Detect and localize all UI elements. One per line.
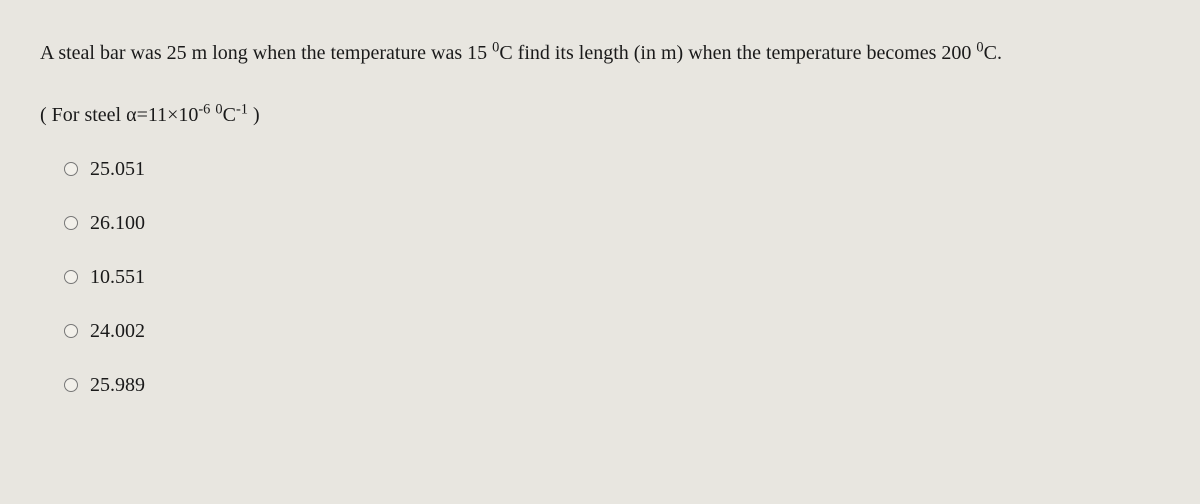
option-label: 10.551 xyxy=(90,264,145,290)
degree-sup-2: 0 xyxy=(976,39,983,55)
q2-part-d: ) xyxy=(248,104,260,126)
option-row[interactable]: 10.551 xyxy=(64,264,1160,290)
degree-sup-3: 0 xyxy=(215,101,222,117)
option-label: 25.051 xyxy=(90,156,145,182)
option-label: 24.002 xyxy=(90,318,145,344)
option-row[interactable]: 24.002 xyxy=(64,318,1160,344)
option-row[interactable]: 25.051 xyxy=(64,156,1160,182)
exp-sup: -6 xyxy=(198,101,210,117)
q1-part-a: A steal bar was 25 m long when the tempe… xyxy=(40,42,492,64)
option-label: 26.100 xyxy=(90,210,145,236)
question-line-1: A steal bar was 25 m long when the tempe… xyxy=(40,40,1160,66)
inv-sup: -1 xyxy=(236,101,248,117)
options-group: 25.051 26.100 10.551 24.002 25.989 xyxy=(40,156,1160,398)
q1-part-c: C. xyxy=(984,42,1002,64)
q2-part-c: C xyxy=(223,104,236,126)
option-row[interactable]: 25.989 xyxy=(64,372,1160,398)
radio-icon[interactable] xyxy=(64,324,78,338)
option-row[interactable]: 26.100 xyxy=(64,210,1160,236)
question-line-2: ( For steel α=11×10-6 0C-1 ) xyxy=(40,102,1160,128)
radio-icon[interactable] xyxy=(64,216,78,230)
radio-icon[interactable] xyxy=(64,162,78,176)
option-label: 25.989 xyxy=(90,372,145,398)
radio-icon[interactable] xyxy=(64,270,78,284)
q2-part-a: ( For steel α=11×10 xyxy=(40,104,198,126)
radio-icon[interactable] xyxy=(64,378,78,392)
q1-part-b: C find its length (in m) when the temper… xyxy=(499,42,976,64)
